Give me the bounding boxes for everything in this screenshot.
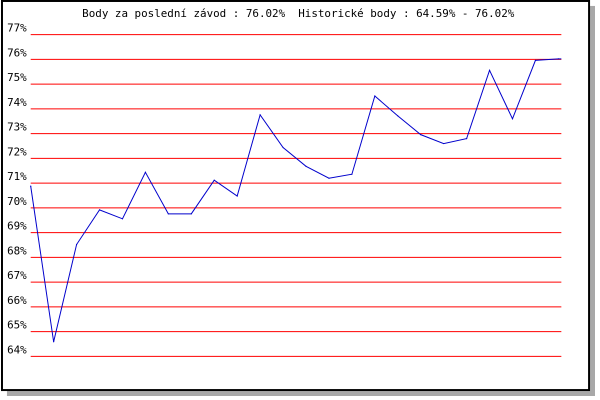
chart-shadow-bottom (6, 391, 595, 396)
data-point (351, 173, 353, 175)
y-tick-label: 77% (7, 22, 27, 35)
data-point (190, 213, 192, 215)
data-point (167, 213, 169, 215)
data-point (511, 118, 514, 120)
data-point (236, 195, 238, 197)
data-point (259, 114, 261, 116)
data-point (328, 177, 330, 179)
chart-shadow-right (590, 5, 595, 396)
data-point (98, 209, 101, 211)
y-tick-label: 75% (7, 71, 27, 84)
y-tick-label: 71% (7, 170, 27, 183)
data-point (488, 69, 491, 71)
data-point (53, 341, 55, 343)
y-tick-label: 70% (7, 195, 27, 208)
y-tick-label: 74% (7, 96, 27, 109)
data-point (374, 95, 376, 97)
data-point (420, 134, 422, 136)
data-point (305, 165, 307, 167)
data-point (282, 146, 284, 149)
data-point (121, 218, 124, 220)
data-point (466, 138, 468, 140)
data-point (213, 179, 215, 181)
data-point (144, 171, 147, 173)
data-point (534, 59, 537, 61)
chart-border (0, 0, 591, 392)
y-tick-label: 73% (7, 121, 27, 134)
y-tick-label: 76% (7, 46, 27, 59)
data-point (75, 243, 78, 246)
y-tick-label: 68% (7, 244, 27, 257)
y-tick-label: 69% (7, 220, 27, 233)
y-tick-label: 64% (7, 343, 27, 356)
y-tick-label: 66% (7, 294, 27, 307)
y-tick-label: 65% (7, 319, 27, 332)
data-point (30, 185, 32, 187)
data-point (397, 115, 399, 117)
data-point (443, 142, 445, 145)
chart-title: Body za poslední závod : 76.02% Historic… (82, 7, 515, 20)
y-tick-label: 67% (7, 269, 27, 282)
y-tick-label: 72% (7, 145, 27, 158)
data-point (557, 58, 559, 60)
